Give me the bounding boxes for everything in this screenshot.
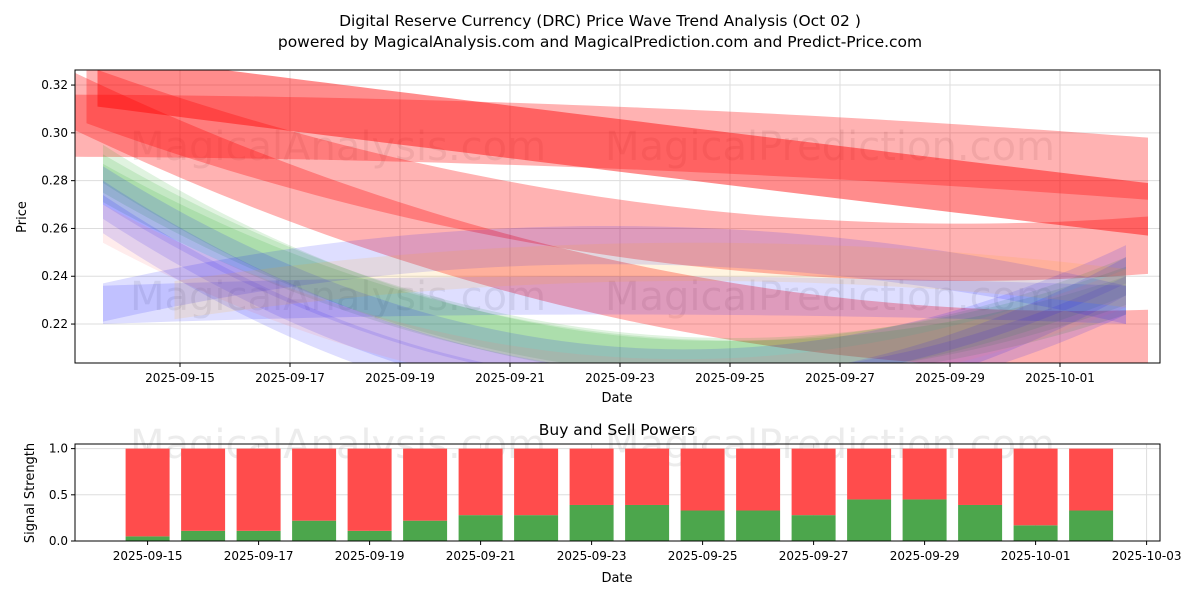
x-tick-label: 2025-09-29 — [915, 371, 985, 385]
sell-bar — [125, 448, 170, 537]
chart-title: Digital Reserve Currency (DRC) Price Wav… — [339, 12, 861, 30]
buy-bar — [347, 530, 392, 541]
wave-band — [174, 242, 1126, 320]
sell-bar — [458, 448, 503, 516]
wave-band — [103, 144, 1126, 363]
x-tick-label: 2025-09-23 — [585, 371, 655, 385]
wave-band — [103, 180, 1126, 363]
y-tick-label: 0.24 — [41, 269, 68, 283]
wave-band — [75, 73, 1148, 363]
sell-bar — [514, 448, 559, 516]
sell-bar — [847, 448, 892, 500]
wave-band — [103, 154, 1126, 363]
wave-band — [103, 276, 1126, 325]
bottom-plot-frame — [74, 443, 1161, 542]
wave-band — [103, 204, 1126, 363]
buy-bar — [514, 515, 559, 541]
buy-bar — [680, 510, 725, 541]
buy-bar — [1069, 510, 1114, 541]
bottom-title: Buy and Sell Powers — [539, 421, 696, 439]
sell-bar — [902, 448, 947, 500]
sell-bar — [680, 448, 725, 511]
chart-subtitle: powered by MagicalAnalysis.com and Magic… — [278, 33, 922, 51]
sell-bar — [181, 448, 226, 531]
sell-bar — [1069, 448, 1114, 511]
buy-bar — [791, 515, 836, 541]
watermark: MagicalPrediction.com — [605, 124, 1055, 170]
buy-bar — [292, 520, 337, 541]
sell-bar — [958, 448, 1003, 505]
buy-bar — [125, 536, 170, 541]
watermark: MagicalPrediction.com — [605, 274, 1055, 320]
buy-bar — [847, 499, 892, 541]
sell-bar — [403, 448, 448, 521]
x-tick-label: 2025-10-01 — [1001, 549, 1071, 563]
bottom-x-label: Date — [601, 571, 632, 586]
sell-bar — [347, 448, 392, 531]
buy-bar — [736, 510, 781, 541]
watermark: MagicalAnalysis.com — [130, 274, 546, 320]
top-y-label: Price — [15, 201, 30, 233]
buy-bar — [1013, 525, 1058, 541]
wave-band — [86, 70, 1148, 282]
x-tick-label: 2025-09-25 — [668, 549, 738, 563]
wave-band — [75, 94, 1148, 200]
sell-bar — [236, 448, 281, 531]
wave-band — [103, 163, 1126, 363]
buy-bar — [236, 530, 281, 541]
y-tick-label: 0.0 — [49, 534, 68, 548]
sell-bar — [569, 448, 614, 505]
top-plot-frame — [74, 69, 1161, 364]
buy-bar — [458, 515, 503, 541]
y-tick-label: 0.30 — [41, 126, 68, 140]
x-tick-label: 2025-09-25 — [695, 371, 765, 385]
wave-band — [103, 225, 1126, 325]
buy-bar — [181, 530, 226, 541]
x-tick-label: 2025-09-23 — [557, 549, 627, 563]
x-tick-label: 2025-10-03 — [1112, 549, 1182, 563]
sell-bar — [1013, 448, 1058, 526]
sell-bar — [292, 448, 337, 521]
y-tick-label: 0.5 — [49, 488, 68, 502]
x-tick-label: 2025-09-27 — [779, 549, 849, 563]
top-x-label: Date — [601, 391, 632, 406]
top-plot-area — [75, 70, 1160, 363]
buy-bar — [403, 520, 448, 541]
y-tick-label: 1.0 — [49, 442, 68, 456]
buy-bar — [569, 504, 614, 541]
bands — [75, 70, 1148, 363]
x-tick-label: 2025-09-15 — [113, 549, 183, 563]
x-tick-label: 2025-09-21 — [475, 371, 545, 385]
x-tick-label: 2025-09-15 — [145, 371, 215, 385]
wave-band — [103, 166, 1126, 363]
y-tick-label: 0.28 — [41, 174, 68, 188]
sell-bar — [736, 448, 781, 511]
bottom-y-label: Signal Strength — [23, 443, 38, 543]
x-tick-label: 2025-09-21 — [446, 549, 516, 563]
wave-band — [97, 70, 1148, 236]
y-tick-label: 0.22 — [41, 317, 68, 331]
watermark: MagicalAnalysis.com — [130, 124, 546, 170]
y-tick-label: 0.26 — [41, 221, 68, 235]
buy-bar — [958, 504, 1003, 541]
x-tick-label: 2025-10-01 — [1025, 371, 1095, 385]
sell-bar — [791, 448, 836, 516]
buy-bar — [625, 504, 670, 541]
x-tick-label: 2025-09-27 — [805, 371, 875, 385]
y-tick-label: 0.32 — [41, 78, 68, 92]
sell-bar — [625, 448, 670, 505]
buy-bar — [902, 499, 947, 541]
x-tick-label: 2025-09-19 — [335, 549, 405, 563]
x-tick-label: 2025-09-17 — [255, 371, 325, 385]
x-tick-label: 2025-09-29 — [890, 549, 960, 563]
x-tick-label: 2025-09-19 — [365, 371, 435, 385]
x-tick-label: 2025-09-17 — [224, 549, 294, 563]
